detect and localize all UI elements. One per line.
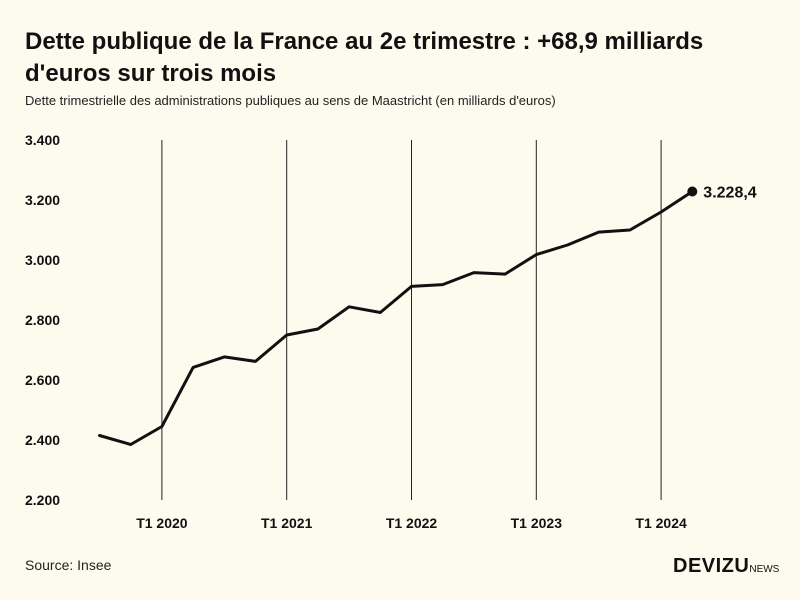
chart-subtitle: Dette trimestrielle des administrations … [25,93,556,108]
x-tick-label: T1 2022 [386,515,438,531]
source-note: Source: Insee [25,557,112,573]
x-tick-label: T1 2021 [261,515,313,531]
y-tick-label: 3.000 [25,252,60,268]
x-tick-label: T1 2020 [136,515,188,531]
chart-title: Dette publique de la France au 2e trimes… [25,28,704,87]
x-tick-label: T1 2024 [635,515,687,531]
y-tick-label: 2.800 [25,312,60,328]
y-tick-label: 2.200 [25,492,60,508]
end-value-label: 3.228,4 [703,184,756,201]
series-line-dette-publique [98,190,694,446]
brand-suffix: NEWS [749,564,780,575]
y-tick-label: 3.200 [25,192,60,208]
brand-logo: DEVIZUNEWS [673,555,779,578]
brand-name: DEVIZU [673,555,750,577]
y-tick-label: 3.400 [25,132,60,148]
end-point-marker [687,186,698,197]
y-tick-label: 2.600 [25,372,60,388]
x-tick-label: T1 2023 [511,515,563,531]
y-tick-label: 2.400 [25,432,60,448]
